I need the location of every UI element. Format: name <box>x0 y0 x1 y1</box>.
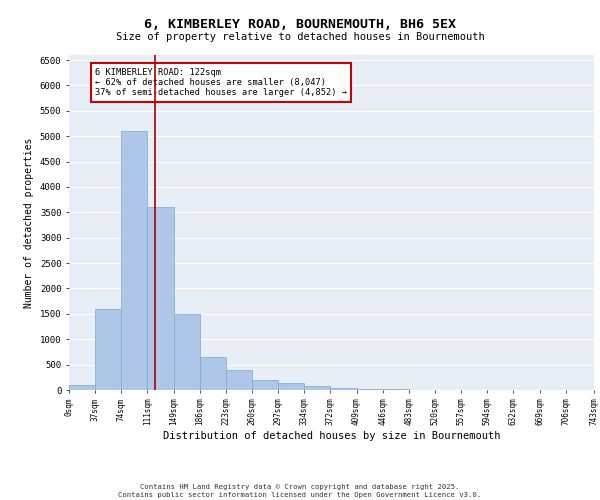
Bar <box>69 385 95 390</box>
Bar <box>95 309 121 390</box>
Bar <box>200 357 226 390</box>
Bar <box>252 380 278 390</box>
Bar <box>356 389 383 390</box>
Bar <box>226 370 252 390</box>
Bar <box>383 389 409 390</box>
Text: Contains HM Land Registry data © Crown copyright and database right 2025.
Contai: Contains HM Land Registry data © Crown c… <box>118 484 482 498</box>
Bar <box>121 131 148 390</box>
Bar <box>331 388 356 390</box>
X-axis label: Distribution of detached houses by size in Bournemouth: Distribution of detached houses by size … <box>163 431 500 441</box>
Text: 6, KIMBERLEY ROAD, BOURNEMOUTH, BH6 5EX: 6, KIMBERLEY ROAD, BOURNEMOUTH, BH6 5EX <box>144 18 456 30</box>
Text: 6 KIMBERLEY ROAD: 122sqm
← 62% of detached houses are smaller (8,047)
37% of sem: 6 KIMBERLEY ROAD: 122sqm ← 62% of detach… <box>95 68 347 98</box>
Bar <box>278 384 304 390</box>
Bar <box>304 386 331 390</box>
Text: Size of property relative to detached houses in Bournemouth: Size of property relative to detached ho… <box>116 32 484 42</box>
Bar <box>173 314 200 390</box>
Y-axis label: Number of detached properties: Number of detached properties <box>25 138 34 308</box>
Bar <box>148 208 173 390</box>
